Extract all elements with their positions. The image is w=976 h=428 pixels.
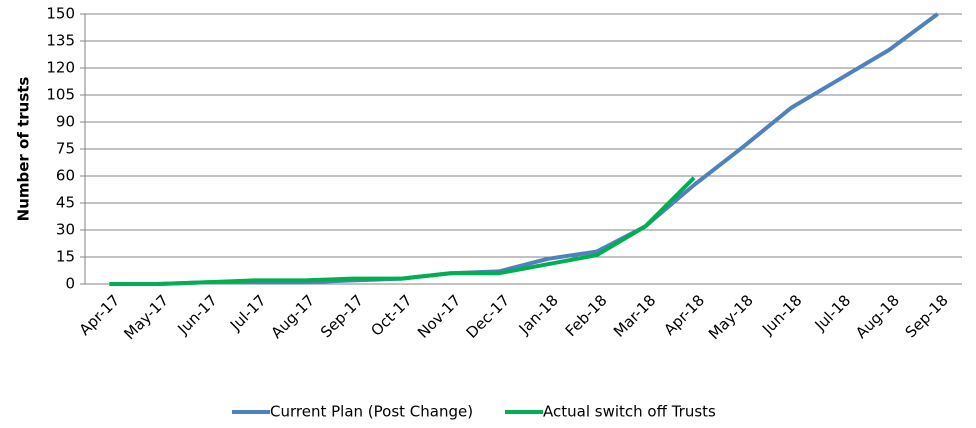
x-tick-label: Jul-17	[226, 291, 270, 335]
x-tick-label: Feb-18	[562, 291, 611, 340]
y-tick-label: 150	[46, 5, 75, 23]
y-tick-label: 0	[65, 275, 75, 293]
y-axis-title: Number of trusts	[15, 77, 33, 222]
x-tick-label: Jun-17	[173, 291, 220, 338]
x-tick-label: Mar-18	[610, 291, 659, 340]
y-tick-label: 105	[46, 86, 75, 104]
y-tick-label: 120	[46, 59, 75, 77]
x-tick-label: Aug-17	[267, 291, 318, 342]
x-tick-label: Jun-18	[758, 291, 805, 338]
legend-label: Current Plan (Post Change)	[270, 403, 473, 421]
x-tick-label: Nov-17	[414, 291, 464, 341]
legend-label: Actual switch off Trusts	[543, 403, 716, 421]
y-tick-label: 90	[56, 113, 75, 131]
x-tick-label: Oct-17	[367, 291, 415, 339]
x-tick-label: May-18	[705, 291, 757, 343]
x-tick-label: Sep-17	[317, 291, 367, 341]
y-tick-label: 75	[56, 140, 75, 158]
x-tick-label: Jan-18	[515, 291, 562, 338]
x-tick-label: Dec-17	[463, 291, 514, 342]
y-tick-label: 45	[56, 194, 75, 212]
y-tick-label: 30	[56, 221, 75, 239]
y-tick-label: 60	[56, 167, 75, 185]
x-tick-label: Apr-17	[76, 291, 124, 339]
x-tick-label: Aug-18	[852, 291, 903, 342]
x-tick-label: Sep-18	[902, 291, 952, 341]
x-tick-label: Jul-18	[811, 291, 855, 335]
y-tick-label: 15	[56, 248, 75, 266]
y-tick-label: 135	[46, 32, 75, 50]
series-line	[109, 176, 696, 286]
x-tick-label: May-17	[120, 291, 172, 343]
x-tick-label: Apr-18	[660, 291, 708, 339]
